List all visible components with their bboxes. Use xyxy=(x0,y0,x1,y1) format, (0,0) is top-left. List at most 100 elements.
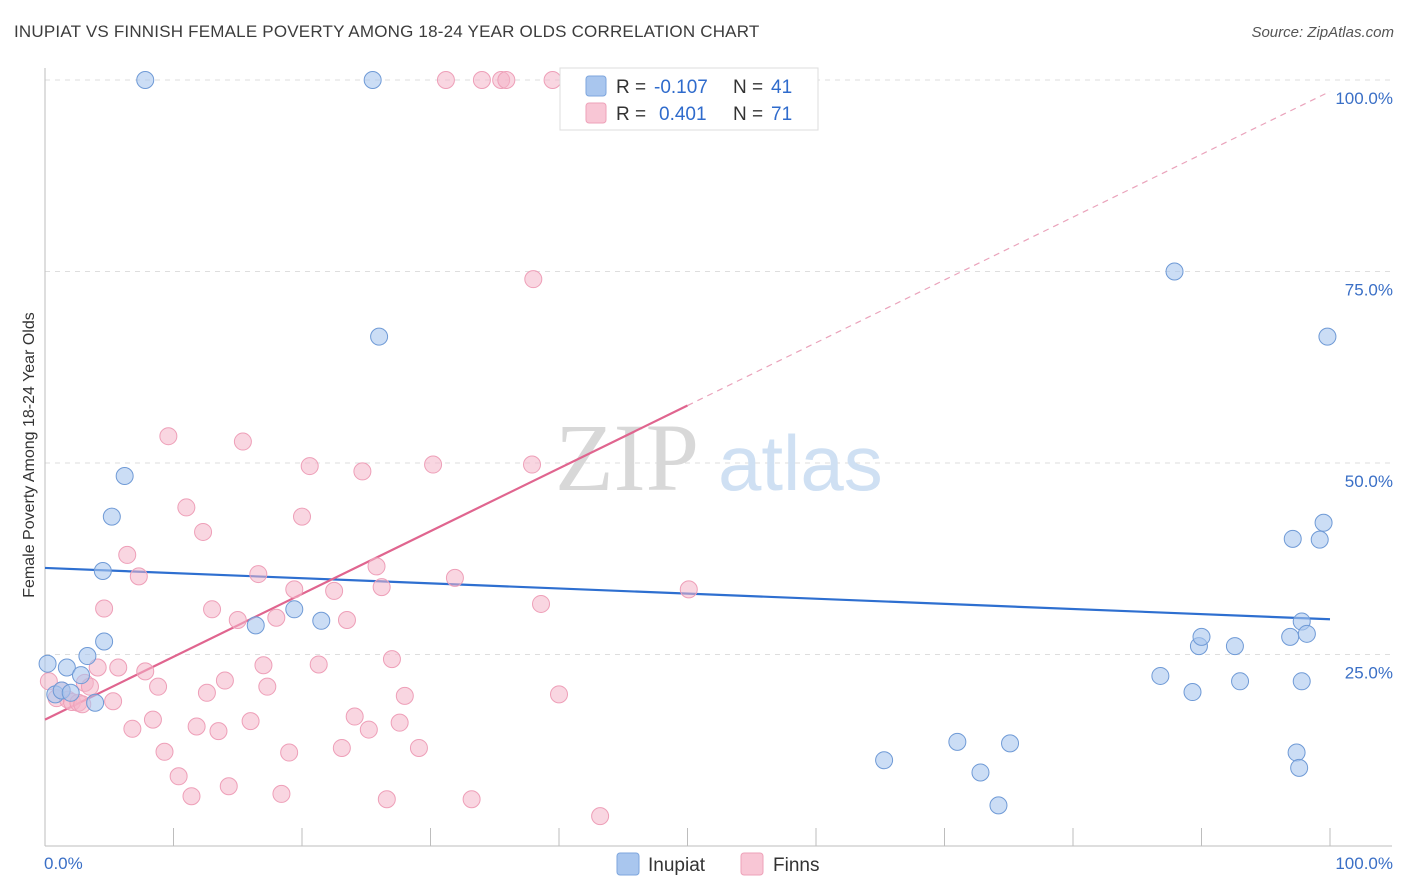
data-point-finns xyxy=(109,658,128,677)
data-point-finns xyxy=(194,522,213,541)
data-point-inupiat xyxy=(57,658,76,677)
bottom-legend-finns: Finns xyxy=(773,855,819,876)
data-point-finns xyxy=(436,71,455,89)
chart-title: INUPIAT VS FINNISH FEMALE POVERTY AMONG … xyxy=(14,22,760,41)
data-point-finns xyxy=(591,807,610,826)
data-point-inupiat xyxy=(1183,683,1202,702)
data-point-finns xyxy=(300,457,319,476)
data-point-inupiat xyxy=(78,647,97,666)
data-point-finns xyxy=(197,683,216,702)
legend-n-value-finns: 71 xyxy=(771,104,792,125)
data-point-inupiat xyxy=(1297,624,1316,643)
data-point-inupiat xyxy=(1231,672,1250,691)
data-point-inupiat xyxy=(86,693,105,712)
data-point-finns xyxy=(309,655,328,674)
data-point-finns xyxy=(367,557,386,576)
legend-n-label-finns: N = xyxy=(733,104,763,125)
data-point-finns xyxy=(424,455,443,474)
data-point-inupiat xyxy=(285,600,304,619)
data-point-finns xyxy=(280,743,299,762)
data-point-inupiat xyxy=(1192,627,1211,646)
data-point-finns xyxy=(332,738,351,757)
legend-r-value-inupiat: -0.107 xyxy=(654,77,708,98)
data-point-finns xyxy=(377,790,396,809)
data-point-finns xyxy=(149,677,168,696)
data-point-inupiat xyxy=(875,751,894,770)
data-point-inupiat xyxy=(1151,666,1170,685)
legend: R = -0.107 N = 41 R = 0.401 N = 71 xyxy=(559,67,819,131)
data-point-finns xyxy=(233,432,252,451)
data-point-inupiat xyxy=(1281,627,1300,646)
data-point-inupiat xyxy=(136,71,155,89)
data-point-finns xyxy=(524,270,543,289)
data-point-finns xyxy=(462,790,481,809)
watermark-atlas: atlas xyxy=(718,419,883,507)
data-point-inupiat xyxy=(93,562,112,581)
y-tick-label: 75.0% xyxy=(1345,281,1393,300)
data-point-finns xyxy=(155,742,174,761)
data-point-finns xyxy=(123,719,142,738)
data-point-finns xyxy=(550,685,568,704)
legend-swatch-inupiat xyxy=(585,75,607,97)
data-point-finns xyxy=(249,565,268,584)
data-point-finns xyxy=(679,580,698,599)
data-point-finns xyxy=(88,658,107,677)
legend-swatch-finns xyxy=(585,102,607,124)
data-point-inupiat xyxy=(363,71,382,89)
data-point-finns xyxy=(353,462,372,481)
data-point-finns xyxy=(285,580,304,599)
data-point-finns xyxy=(219,777,238,796)
data-point-inupiat xyxy=(1001,734,1020,753)
x-tick-label: 0.0% xyxy=(44,854,83,873)
data-point-inupiat xyxy=(38,654,57,673)
watermark-zip: ZIP xyxy=(555,404,699,511)
data-point-inupiat xyxy=(1287,743,1306,762)
y-tick-label: 25.0% xyxy=(1345,664,1393,683)
data-point-finns xyxy=(337,611,356,630)
data-point-finns xyxy=(95,599,114,618)
data-point-inupiat xyxy=(61,683,80,702)
data-point-finns xyxy=(258,677,277,696)
data-point-finns xyxy=(472,71,491,89)
data-point-inupiat xyxy=(370,327,389,346)
bottom-legend-swatch-finns xyxy=(740,852,764,876)
trend-extension-finns xyxy=(687,90,1331,407)
data-point-finns xyxy=(187,717,206,736)
data-point-finns xyxy=(445,568,464,587)
data-point-inupiat xyxy=(102,507,121,526)
data-point-finns xyxy=(497,71,516,89)
data-point-finns xyxy=(272,784,291,803)
data-point-inupiat xyxy=(1318,327,1337,346)
source-label: Source: ZipAtlas.com xyxy=(1251,24,1394,41)
data-point-finns xyxy=(215,671,234,690)
data-point-finns xyxy=(143,710,162,729)
data-point-finns xyxy=(345,707,364,726)
data-point-finns xyxy=(241,712,260,731)
data-point-inupiat xyxy=(1290,758,1309,777)
legend-r-label-inupiat: R = xyxy=(616,77,646,98)
data-point-finns xyxy=(104,692,123,711)
data-point-inupiat xyxy=(115,467,134,486)
data-point-finns xyxy=(372,578,391,597)
data-point-finns xyxy=(382,650,401,669)
data-point-finns xyxy=(325,581,344,600)
data-point-finns xyxy=(543,71,562,89)
data-point-finns xyxy=(136,662,155,681)
axes xyxy=(44,68,1392,847)
data-point-inupiat xyxy=(1165,262,1184,281)
data-point-inupiat xyxy=(1225,637,1244,656)
bottom-legend-swatch-inupiat xyxy=(616,852,640,876)
data-point-inupiat xyxy=(95,632,114,651)
data-point-finns xyxy=(118,545,137,564)
bottom-legend: Inupiat Finns xyxy=(616,852,819,876)
data-point-finns xyxy=(159,427,178,446)
data-point-inupiat xyxy=(71,666,90,685)
data-point-finns xyxy=(293,507,311,526)
data-point-finns xyxy=(409,738,428,757)
tick-labels: 25.0% 50.0% 75.0% 100.0% 0.0% 100.0% xyxy=(44,89,1393,873)
data-points xyxy=(38,71,1337,826)
bottom-legend-inupiat: Inupiat xyxy=(648,855,706,876)
data-point-inupiat xyxy=(246,616,265,635)
data-point-finns xyxy=(228,611,247,630)
